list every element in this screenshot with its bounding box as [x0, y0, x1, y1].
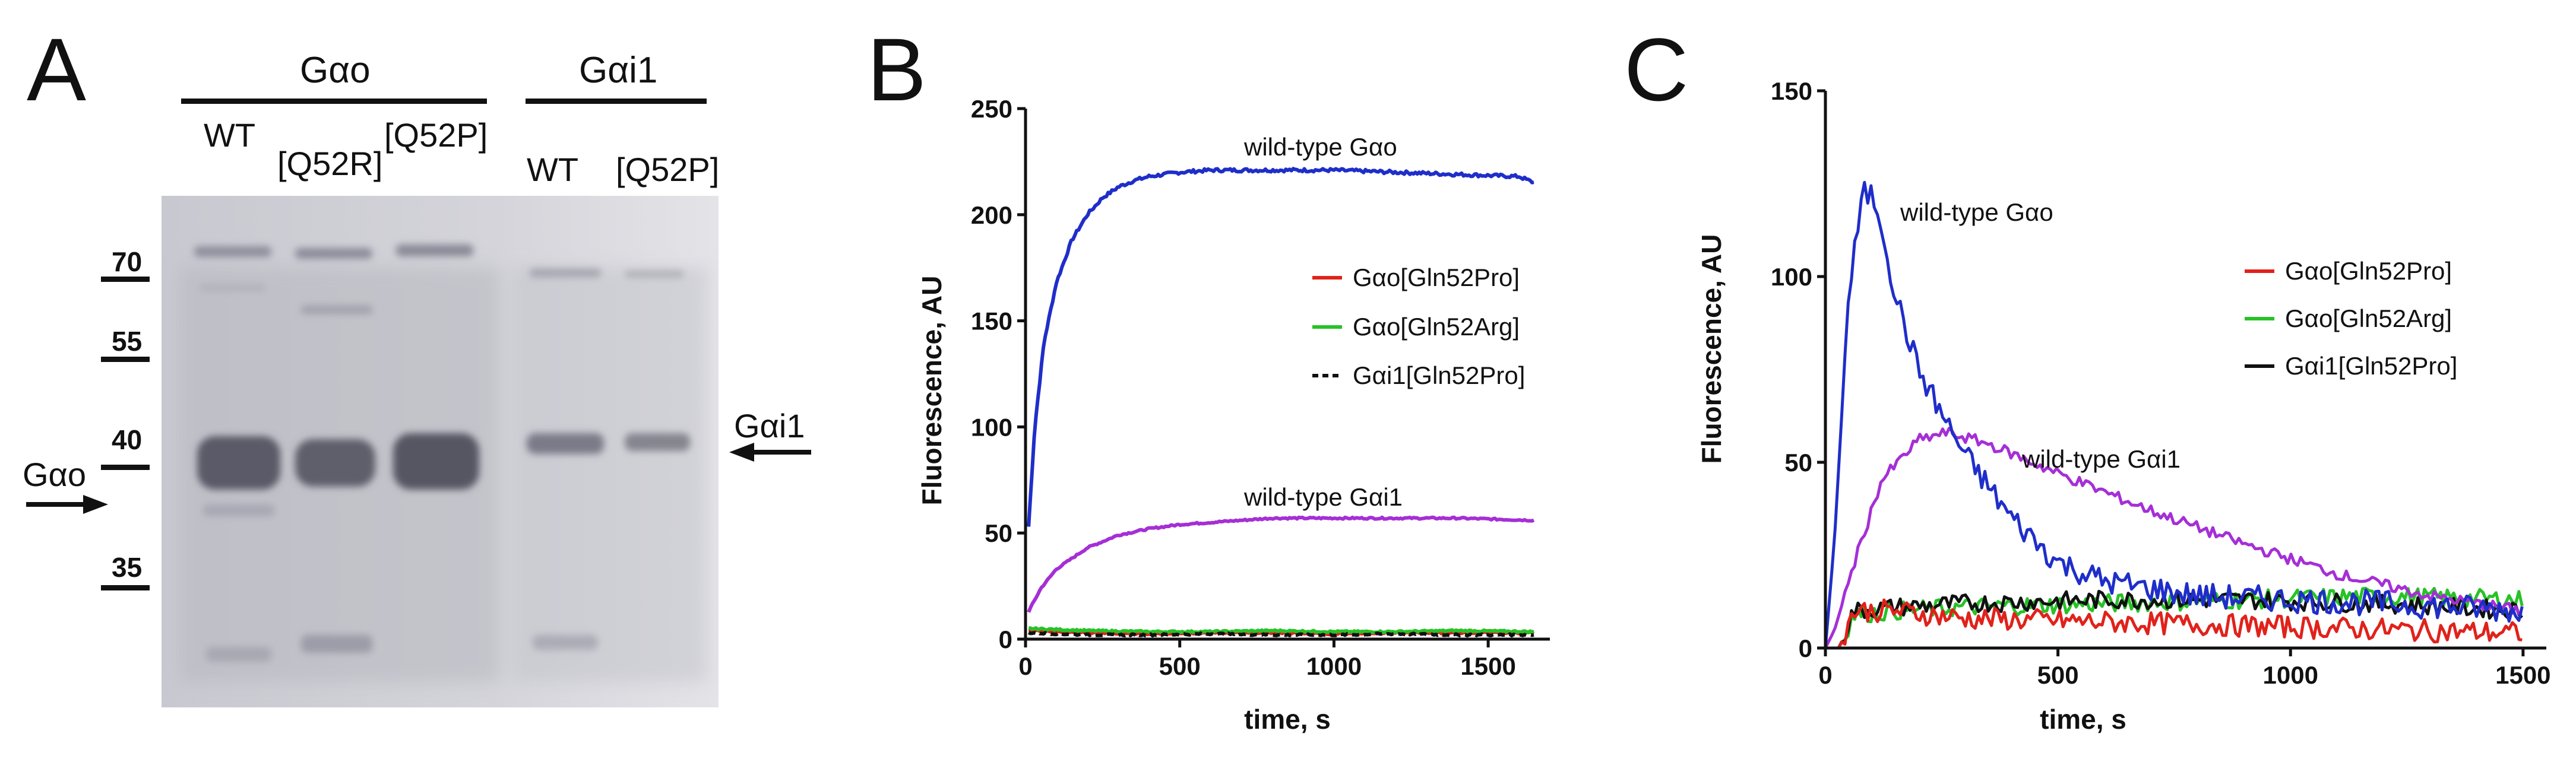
series-line	[1027, 630, 1534, 638]
chart-b: 0 50 100 150 200 250 0 500 1000 1500 wild-type Gα…	[916, 95, 1550, 735]
gel-lane-label: [Q52R]	[277, 145, 383, 182]
chart-legend: Gαo[Gln52Pro] Gαo[Gln52Arg] Gαi1[Gln52Pr…	[2245, 257, 2457, 380]
y-tick-label: 0	[1799, 634, 1812, 662]
arrow-left-icon	[729, 443, 811, 462]
series-line	[1824, 180, 2524, 649]
y-tick-label: 150	[971, 307, 1012, 335]
panel-label-b: B	[867, 20, 927, 119]
gel-group-line-gao	[181, 99, 487, 104]
series-line	[1027, 515, 1535, 613]
chart-legend: Gαo[Gln52Pro] Gαo[Gln52Arg] Gαi1[Gln52Pr…	[1312, 263, 1525, 389]
panel-label-a: A	[27, 20, 87, 119]
x-tick-label: 1500	[2495, 661, 2550, 689]
annotation-wildtype-gao: wild-type Gαo	[1900, 198, 2053, 226]
gel-group-label-gai1: Gαi1	[579, 50, 658, 91]
panel-label-c: C	[1624, 20, 1689, 119]
legend-label: Gαi1[Gln52Pro]	[2285, 352, 2457, 380]
gel-lane-label: WT	[527, 151, 579, 188]
x-tick-label: 1000	[1306, 652, 1362, 680]
y-tick-label: 100	[1771, 263, 1812, 291]
legend-label: Gαo[Gln52Arg]	[2285, 304, 2452, 332]
y-tick-label: 250	[971, 95, 1012, 123]
gel-group-line-gai1	[526, 99, 707, 104]
mw-marker-label: 40	[112, 424, 143, 455]
legend-label: Gαo[Gln52Pro]	[2285, 257, 2452, 285]
x-tick-label: 500	[1159, 652, 1201, 680]
mw-marker-label: 35	[112, 552, 143, 583]
x-axis-label: time, s	[1244, 704, 1331, 735]
gel-lane-label: [Q52P]	[384, 116, 488, 154]
x-tick-label: 1000	[2263, 661, 2318, 689]
y-tick-label: 50	[1784, 449, 1812, 477]
mw-marker-label: 70	[112, 246, 143, 277]
annotation-wildtype-gai1: wild-type Gαi1	[1243, 483, 1403, 511]
y-axis-label: Fluorescence, AU	[1696, 234, 1727, 464]
legend-label: Gαo[Gln52Pro]	[1353, 263, 1520, 291]
gel-arrow-label-gai1: Gαi1	[734, 407, 805, 444]
y-tick-label: 100	[971, 413, 1012, 441]
y-tick-label: 200	[971, 201, 1012, 229]
gel-lane-label: [Q52P]	[616, 151, 720, 188]
mw-marker-label: 55	[112, 326, 143, 357]
mw-marker-line	[101, 357, 150, 362]
gel-group-label-gao: Gαo	[300, 50, 371, 91]
arrow-right-icon	[26, 495, 108, 514]
annotation-wildtype-gao: wild-type Gαo	[1243, 133, 1397, 161]
x-axis-label: time, s	[2040, 704, 2126, 735]
series-line	[1824, 427, 2523, 649]
y-tick-label: 0	[999, 625, 1012, 653]
x-tick-label: 0	[1018, 652, 1032, 680]
mw-marker-line	[101, 585, 150, 590]
x-tick-label: 0	[1818, 661, 1832, 689]
series-line	[1027, 167, 1534, 527]
series-line	[1825, 598, 2523, 650]
gel-lane-label: WT	[204, 116, 256, 154]
y-tick-label: 150	[1771, 77, 1812, 105]
annotation-wildtype-gai1: wild-type Gαi1	[2021, 445, 2181, 473]
gel-arrow-label-gao: Gαo	[23, 456, 87, 493]
legend-label: Gαo[Gln52Arg]	[1353, 313, 1520, 341]
y-axis-label: Fluorescence, AU	[916, 276, 947, 506]
mw-marker-line	[101, 465, 150, 470]
series-line	[1028, 626, 1535, 634]
y-tick-label: 50	[985, 519, 1012, 547]
x-tick-label: 1500	[1460, 652, 1515, 680]
gel-image	[162, 196, 719, 707]
mw-marker-line	[101, 277, 150, 282]
x-tick-label: 500	[2037, 661, 2079, 689]
legend-label: Gαi1[Gln52Pro]	[1353, 361, 1525, 389]
